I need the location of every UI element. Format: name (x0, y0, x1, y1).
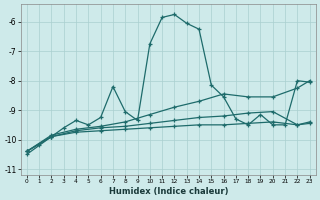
X-axis label: Humidex (Indice chaleur): Humidex (Indice chaleur) (108, 187, 228, 196)
